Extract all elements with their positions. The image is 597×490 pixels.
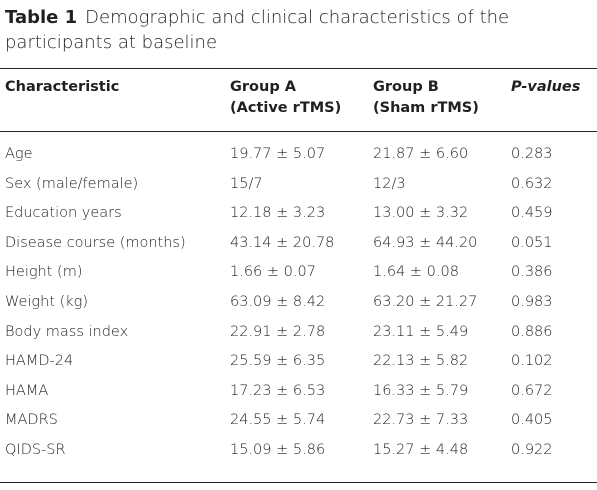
table-cell: 15/7 bbox=[230, 175, 263, 192]
bottom-rule bbox=[0, 482, 597, 483]
caption: Table 1 Demographic and clinical characte… bbox=[5, 5, 525, 55]
header-rule bbox=[0, 131, 597, 132]
table-cell: 63.09 ± 8.42 bbox=[230, 294, 326, 310]
header-cell: Characteristic bbox=[5, 79, 120, 95]
table-cell: 64.93 ± 44.20 bbox=[373, 234, 478, 251]
table-cell: Education years bbox=[5, 205, 122, 222]
table-cell: 0.672 bbox=[511, 382, 553, 399]
table-cell: Sex (male/female) bbox=[5, 175, 139, 192]
top-rule bbox=[0, 68, 597, 69]
table-cell: 43.14 ± 20.78 bbox=[230, 234, 335, 251]
table-cell: 25.59 ± 6.35 bbox=[230, 353, 326, 370]
table-cell: 13.00 ± 3.32 bbox=[373, 205, 469, 222]
caption-label: Table 1 bbox=[5, 7, 78, 28]
table-cell: 0.886 bbox=[511, 323, 553, 340]
table-cell: Age bbox=[5, 146, 33, 162]
table-cell: Weight (kg) bbox=[5, 294, 89, 310]
header-cell: Group A bbox=[230, 79, 296, 95]
table-cell: 0.102 bbox=[511, 353, 553, 370]
header-cell: P-values bbox=[511, 79, 581, 95]
table-cell: 15.09 ± 5.86 bbox=[230, 442, 326, 458]
table-cell: 23.11 ± 5.49 bbox=[373, 323, 469, 340]
table-cell: QIDS-SR bbox=[5, 442, 66, 458]
table-cell: 0.405 bbox=[511, 412, 553, 429]
table-cell: HAMD-24 bbox=[5, 353, 74, 370]
table-cell: 19.77 ± 5.07 bbox=[230, 146, 326, 162]
table-cell: 15.27 ± 4.48 bbox=[373, 442, 469, 458]
table-cell: 1.64 ± 0.08 bbox=[373, 264, 459, 281]
table-cell: 22.13 ± 5.82 bbox=[373, 353, 469, 370]
caption-text: Demographic and clinical characteristics… bbox=[5, 7, 510, 53]
table-cell: 0.632 bbox=[511, 175, 553, 192]
table-cell: HAMA bbox=[5, 382, 49, 399]
table-cell: 22.73 ± 7.33 bbox=[373, 412, 469, 429]
header-cell: (Active rTMS) bbox=[230, 100, 342, 116]
table-cell: MADRS bbox=[5, 412, 58, 429]
table-cell: Body mass index bbox=[5, 323, 129, 340]
table-cell: 12/3 bbox=[373, 175, 406, 192]
table-cell: 0.459 bbox=[511, 205, 553, 222]
table-cell: Disease course (months) bbox=[5, 234, 186, 251]
table-cell: 0.386 bbox=[511, 264, 553, 281]
header-cell: Group B bbox=[373, 79, 439, 95]
table-cell: 0.983 bbox=[511, 294, 553, 310]
table-cell: 24.55 ± 5.74 bbox=[230, 412, 326, 429]
table-cell: 0.051 bbox=[511, 234, 553, 251]
table-cell: 1.66 ± 0.07 bbox=[230, 264, 316, 281]
table-cell: 16.33 ± 5.79 bbox=[373, 382, 469, 399]
table-cell: 12.18 ± 3.23 bbox=[230, 205, 326, 222]
table-cell: 0.283 bbox=[511, 146, 553, 162]
table-cell: 21.87 ± 6.60 bbox=[373, 146, 469, 162]
table-cell: 22.91 ± 2.78 bbox=[230, 323, 326, 340]
table-cell: 0.922 bbox=[511, 442, 553, 458]
header-cell: (Sham rTMS) bbox=[373, 100, 479, 116]
table-cell: 17.23 ± 6.53 bbox=[230, 382, 326, 399]
table-cell: Height (m) bbox=[5, 264, 83, 281]
table-cell: 63.20 ± 21.27 bbox=[373, 294, 478, 310]
